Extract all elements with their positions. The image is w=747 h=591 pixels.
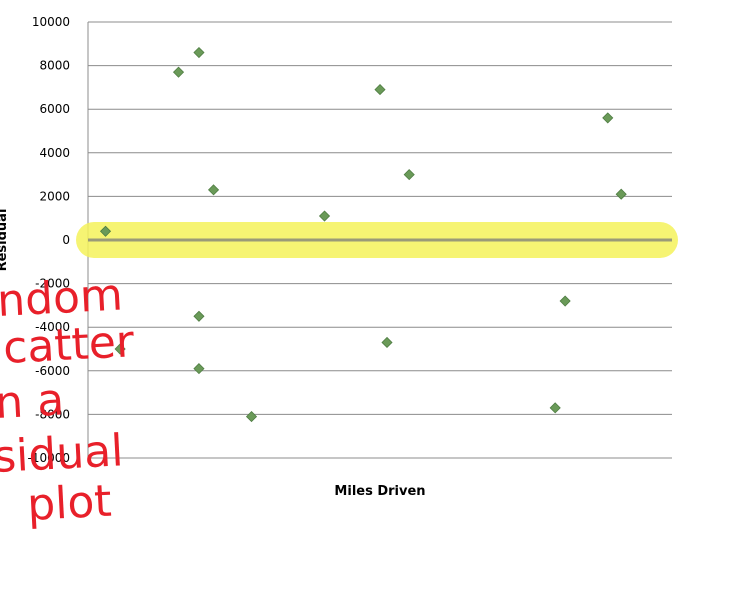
data-points [99,46,627,423]
data-point [193,310,205,322]
data-point [559,295,571,307]
data-point [172,66,185,78]
annotation-line: sidual [0,425,125,483]
y-tick-label: 8000 [39,59,70,73]
data-point [207,184,220,196]
data-point [114,343,126,355]
y-tick-label: 2000 [39,189,70,203]
data-point [318,210,331,222]
data-point [549,402,561,414]
y-tick-label: -10000 [27,451,70,465]
y-tick-label: 4000 [39,146,70,160]
data-point [193,46,205,59]
y-tick-label: 0 [62,233,70,247]
data-point [245,411,258,423]
gridlines [87,21,672,459]
y-axis-title: Residual [0,209,10,272]
y-tick-labels: 10000 8000 6000 4000 2000 0 -2000 -4000 -6000 -80… [27,15,70,465]
data-point [374,84,386,96]
annotation-line: catter [2,316,136,374]
data-point [602,112,614,124]
annotation-line: plot [26,476,113,531]
y-tick-label: 6000 [39,102,70,116]
data-point [615,188,627,200]
y-tick-label: -8000 [35,407,70,421]
data-point [381,336,393,349]
data-point [403,169,415,181]
data-point [99,225,112,237]
y-tick-label: -2000 [35,277,70,291]
y-tick-label: -6000 [35,364,70,378]
annotation-line: ndom [0,269,124,327]
x-axis-title: Miles Driven [334,484,425,499]
y-tick-label: -4000 [35,320,70,334]
annotation-line: n a [0,374,65,429]
data-point [193,363,205,375]
y-tick-label: 10000 [32,15,70,29]
